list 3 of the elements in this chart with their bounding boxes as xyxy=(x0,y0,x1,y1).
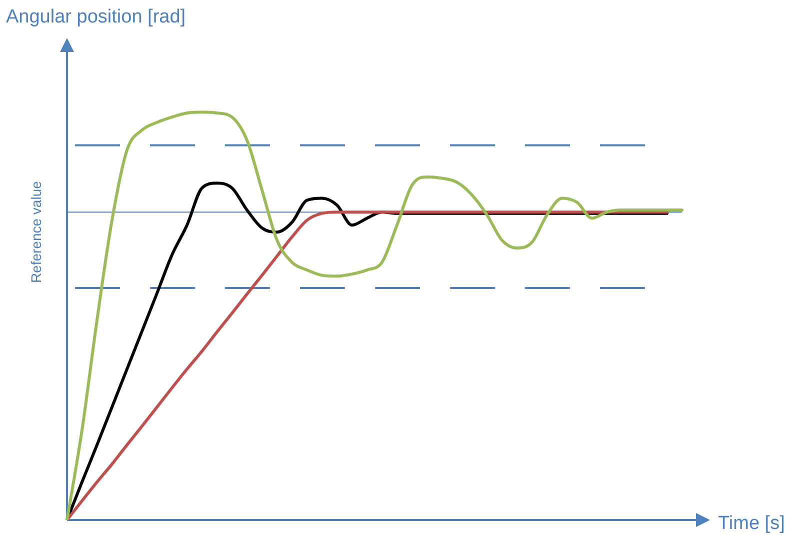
x-axis-title: Time [s] xyxy=(718,513,785,534)
y-axis-title: Angular position [rad] xyxy=(6,6,186,28)
ref-line-label: Reference value xyxy=(28,180,44,284)
